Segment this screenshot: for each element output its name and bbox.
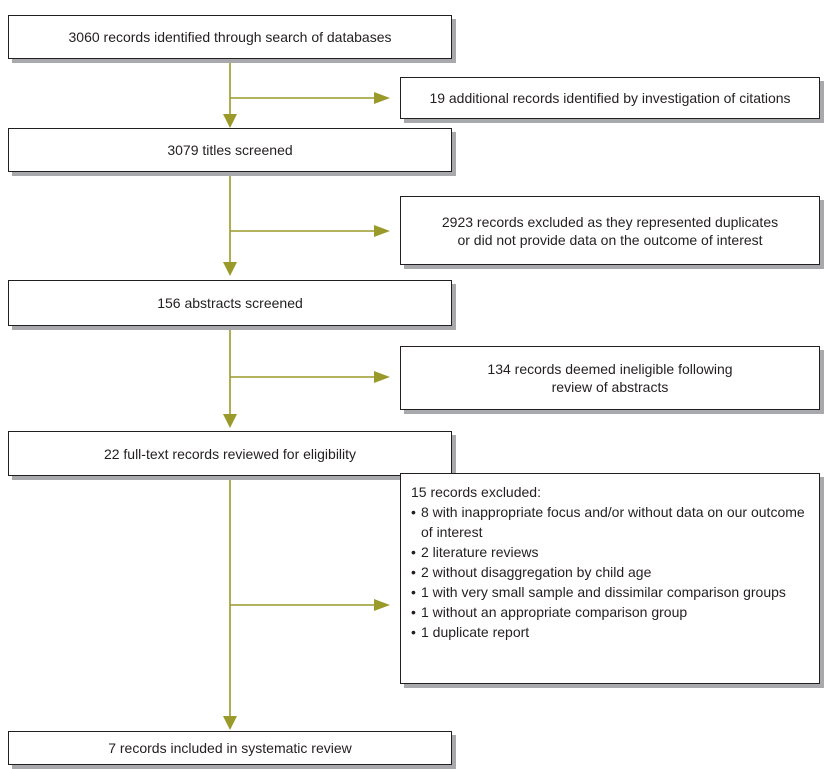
arrowhead-down-4: [223, 716, 237, 730]
arrowhead-right-4: [374, 599, 390, 611]
arrowhead-down-1: [223, 114, 237, 128]
ineligible-line1: 134 records deemed ineligible following: [487, 361, 733, 377]
records-included-text: 7 records included in systematic review: [108, 740, 352, 756]
box-ineligible-abstracts: 134 records deemed ineligible following …: [400, 346, 820, 410]
arrowhead-right-3: [374, 371, 390, 383]
fulltext-reviewed-text: 22 full-text records reviewed for eligib…: [103, 445, 357, 462]
arrowhead-right-2: [374, 225, 390, 237]
box-additional-records: 19 additional records identified by inve…: [400, 77, 820, 119]
ineligible-line2: review of abstracts: [551, 379, 669, 395]
arrowhead-right-1: [374, 92, 390, 104]
abstracts-screened-text: 156 abstracts screened: [157, 295, 303, 311]
box-records-included: 7 records included in systematic review: [8, 731, 452, 765]
box-abstracts-screened: 156 abstracts screened: [8, 280, 452, 326]
exclusion-reason: 1 with very small sample and dissimilar …: [411, 582, 809, 602]
exclusion-reason: 2 literature reviews: [411, 542, 809, 562]
records-identified-text: 3060 records identified through search o…: [68, 29, 392, 45]
box-titles-screened: 3079 titles screened: [8, 128, 452, 172]
fulltext-excluded-heading: 15 records excluded:: [411, 484, 541, 500]
excluded-duplicates-line1: 2923 records excluded as they represente…: [441, 213, 779, 230]
box-fulltext-reviewed: 22 full-text records reviewed for eligib…: [8, 431, 452, 476]
excluded-duplicates-line2: or did not provide data on the outcome o…: [457, 231, 763, 248]
additional-records-text: 19 additional records identified by inve…: [429, 90, 791, 106]
exclusion-reason: 1 without an appropriate comparison grou…: [411, 602, 809, 622]
titles-screened-text: 3079 titles screened: [167, 142, 293, 158]
exclusion-reason: 2 without disaggregation by child age: [411, 562, 809, 582]
box-excluded-duplicates: 2923 records excluded as they represente…: [400, 196, 820, 265]
box-records-identified: 3060 records identified through search o…: [8, 15, 452, 59]
exclusion-reason: 8 with inappropriate focus and/or withou…: [411, 502, 809, 542]
fulltext-excluded-list: 8 with inappropriate focus and/or withou…: [411, 502, 809, 642]
exclusion-reason: 1 duplicate report: [411, 622, 809, 642]
arrowhead-down-2: [223, 262, 237, 276]
arrowhead-down-3: [223, 414, 237, 428]
box-fulltext-excluded: 15 records excluded: 8 with inappropriat…: [400, 473, 820, 684]
